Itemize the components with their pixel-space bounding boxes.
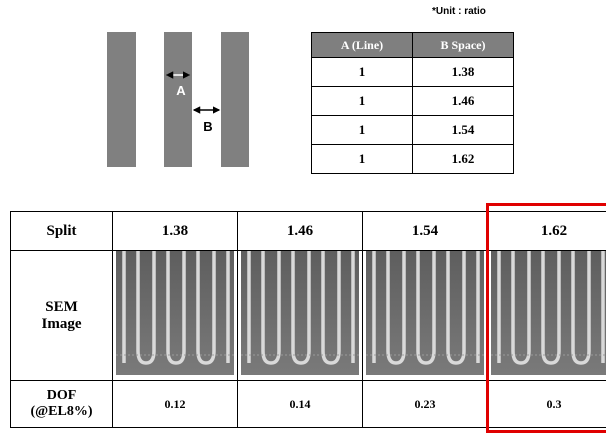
cell: 1.54 xyxy=(363,212,488,251)
cell: 1.38 xyxy=(113,212,238,251)
page: {"unit_note": "*Unit : ratio", "diagram"… xyxy=(0,0,606,430)
sem-cell xyxy=(238,251,363,381)
cell: 1.46 xyxy=(238,212,363,251)
cell: 1 xyxy=(312,58,413,87)
cell: 0.23 xyxy=(363,381,488,428)
label-a: A xyxy=(176,83,186,98)
cell: 1 xyxy=(312,87,413,116)
page-body: *Unit : ratio A B A (Line) B Space) 11.3… xyxy=(0,0,606,430)
sem-image xyxy=(241,251,359,375)
label-b: B xyxy=(203,119,212,134)
sem-cell xyxy=(363,251,488,381)
cell: 1.38 xyxy=(413,58,514,87)
row-label: DOF (@EL8%) xyxy=(11,381,113,428)
line-bar xyxy=(221,32,249,167)
cell: 0.14 xyxy=(238,381,363,428)
cell: 0.12 xyxy=(113,381,238,428)
header-cell: A (Line) xyxy=(312,33,413,58)
cell: 1.54 xyxy=(413,116,514,145)
sem-image xyxy=(116,251,234,375)
sem-image xyxy=(366,251,484,375)
unit-note: *Unit : ratio xyxy=(432,6,486,17)
highlight-box xyxy=(486,203,606,433)
cell: 1.46 xyxy=(413,87,514,116)
header-row: A (Line) B Space) xyxy=(312,33,514,58)
cell: 1.62 xyxy=(413,145,514,174)
cell: 1 xyxy=(312,145,413,174)
row-label: Split xyxy=(11,212,113,251)
cell: 1 xyxy=(312,116,413,145)
sem-cell xyxy=(113,251,238,381)
line-bar xyxy=(107,32,136,167)
row-label: SEM Image xyxy=(11,251,113,381)
line-bar xyxy=(164,32,192,167)
line-space-diagram: A B xyxy=(100,28,260,173)
header-cell: B Space) xyxy=(413,33,514,58)
